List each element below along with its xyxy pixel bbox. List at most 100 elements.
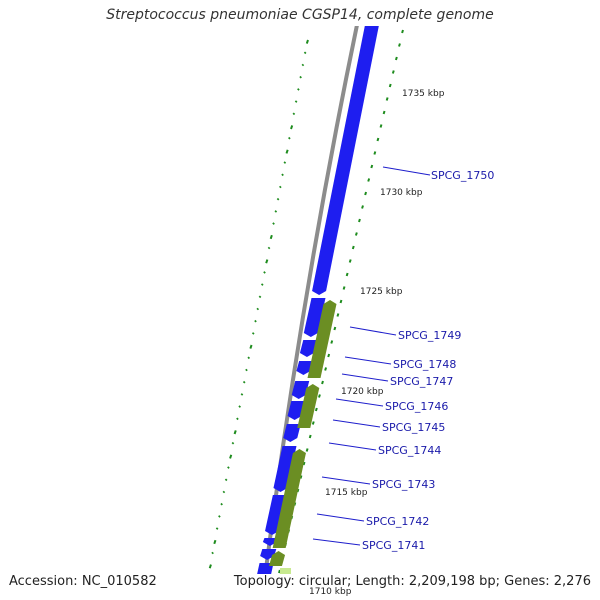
gc-tick-right: [314, 407, 318, 412]
gene-label-line: [382, 166, 431, 176]
gc-tick-left: [245, 368, 248, 372]
gc-tick-right: [358, 218, 361, 223]
gene-label: SPCG_1749: [398, 329, 461, 342]
gene-label: SPCG_1746: [385, 400, 448, 413]
gc-tick-right: [348, 259, 352, 263]
gene-label: SPCG_1741: [362, 539, 425, 552]
gc-tick-left: [258, 295, 262, 299]
gc-tick-right: [398, 43, 401, 47]
gc-tick-left: [231, 441, 235, 445]
gene-label: SPCG_1750: [431, 169, 494, 182]
gc-tick-left: [290, 125, 294, 130]
gc-tick-left: [227, 466, 230, 469]
gc-tick-right: [391, 70, 395, 74]
gc-tick-left: [208, 564, 212, 569]
gene-label: SPCG_1748: [393, 358, 456, 371]
gc-tick-left: [251, 332, 255, 335]
gc-tick-left: [272, 222, 275, 225]
gc-tick-right: [299, 475, 303, 479]
gc-tick-left: [292, 112, 296, 116]
gc-tick-left: [236, 417, 239, 421]
kbp-tick-label: 1715 kbp: [325, 488, 368, 498]
gene-label-line: [321, 476, 371, 485]
gc-tick-left: [263, 271, 266, 274]
gc-tick-right: [339, 299, 343, 304]
gc-tick-left: [285, 149, 289, 154]
kbp-tick-label: 1725 kbp: [360, 287, 403, 297]
gc-tick-left: [213, 539, 217, 545]
gene-label-line: [312, 538, 361, 546]
partial-gene: [280, 568, 291, 574]
gc-tick-left: [260, 283, 264, 286]
gc-tick-right: [354, 232, 358, 236]
kbp-tick-label: 1720 kbp: [341, 387, 384, 397]
forward-gene: [273, 446, 297, 492]
gc-tick-left: [238, 405, 241, 408]
gene-label-line: [349, 326, 397, 336]
forward-gene: [283, 424, 301, 442]
gc-tick-right: [401, 29, 404, 34]
gc-tick-right: [394, 56, 398, 61]
gc-tick-right: [370, 164, 374, 169]
gc-tick-right: [302, 461, 306, 466]
gc-tick-right: [327, 353, 331, 358]
gc-tick-right: [364, 191, 368, 196]
gc-tick-right: [361, 205, 364, 209]
forward-gene: [312, 26, 379, 295]
gc-tick-left: [305, 39, 309, 44]
gene-label: SPCG_1745: [382, 421, 445, 434]
gene-label-line: [344, 356, 392, 365]
kbp-tick-label: 1710 kbp: [309, 587, 352, 597]
gc-tick-left: [211, 551, 214, 555]
gene-label-line: [328, 442, 377, 451]
gc-tick-left: [207, 577, 208, 578]
gc-tick-left: [269, 234, 273, 240]
gc-tick-left: [222, 490, 226, 494]
gc-tick-left: [303, 51, 307, 55]
gc-tick-right: [388, 83, 392, 88]
kbp-tick-label: 1735 kbp: [402, 89, 445, 99]
gc-tick-right: [373, 151, 377, 155]
gc-tick-right: [308, 434, 312, 439]
gc-tick-left: [254, 319, 257, 323]
genome-summary-text: Topology: circular; Length: 2,209,198 bp…: [233, 574, 591, 589]
gc-tick-left: [249, 344, 253, 349]
gene-label-line: [316, 513, 365, 522]
gc-tick-right: [345, 272, 349, 277]
reverse-gene: [307, 300, 337, 378]
gene-label: SPCG_1742: [366, 515, 429, 528]
gc-tick-left: [301, 63, 305, 67]
forward-gene: [265, 495, 287, 535]
gc-tick-left: [288, 136, 291, 140]
gc-tick-right: [330, 340, 334, 344]
gc-tick-left: [220, 502, 223, 506]
gc-tick-left: [276, 197, 280, 201]
gc-tick-left: [297, 88, 300, 91]
gc-tick-left: [229, 454, 233, 459]
gc-tick-right: [333, 326, 337, 331]
gene-label-line: [335, 398, 384, 407]
map-title: Streptococcus pneumoniae CGSP14, complet…: [106, 7, 494, 23]
reverse-gene: [297, 384, 320, 428]
gc-tick-right: [311, 421, 315, 425]
gc-tick-right: [385, 97, 389, 101]
gc-tick-left: [267, 246, 271, 250]
reverse-gene: [268, 551, 286, 566]
gene-label-line: [332, 419, 381, 428]
gc-tick-right: [324, 367, 328, 371]
gc-tick-left: [205, 589, 206, 590]
forward-gene: [299, 340, 318, 357]
gc-tick-left: [274, 210, 278, 213]
gc-tick-left: [233, 430, 237, 435]
gc-tick-right: [351, 245, 355, 250]
forward-gene: [260, 549, 277, 560]
gc-tick-right: [318, 394, 321, 398]
gc-tick-right: [376, 137, 380, 142]
gc-tick-left: [279, 185, 282, 189]
gc-tick-right: [321, 380, 324, 385]
gene-label-line: [341, 373, 389, 382]
gene-label: SPCG_1744: [378, 444, 441, 457]
gc-tick-right: [305, 448, 309, 452]
gc-tick-left: [218, 515, 221, 518]
